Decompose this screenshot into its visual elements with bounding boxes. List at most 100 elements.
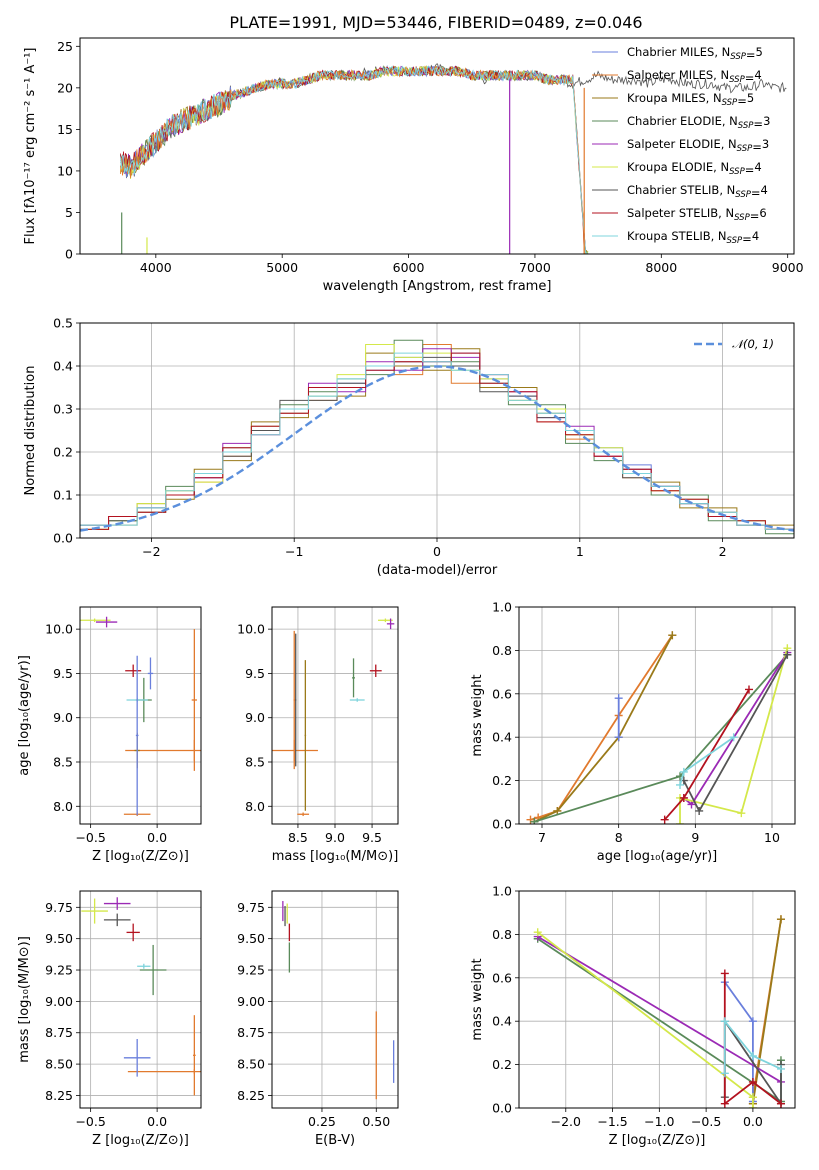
weight-marker — [676, 780, 684, 789]
legend-label: Kroupa ELODIE, NSSP=4 — [627, 160, 762, 177]
legend-nssp-value: 3 — [763, 114, 770, 128]
legend-model-name: Kroupa STELIB — [627, 229, 711, 243]
y-tick-label: 0.4 — [492, 1014, 512, 1029]
weight-marker — [695, 806, 704, 815]
spectrum-line-salpeter-stelib — [120, 65, 588, 254]
legend-model-name: Chabrier ELODIE — [627, 114, 722, 128]
legend-nssp-sub: SSP — [735, 190, 751, 200]
y-axis-label: Flux [fλ10⁻¹⁷ erg cm⁻² s⁻¹ A⁻¹] — [23, 48, 38, 245]
errorbar-point — [135, 655, 139, 816]
weight-vs-age-panel: 7 8 9 10 0.0 0.2 0.4 0.6 0.8 1.0 age [log₁₀(age/yr… — [470, 600, 796, 864]
x-tick-label: 2 — [719, 544, 727, 559]
legend-nssp-value: 4 — [761, 183, 768, 197]
x-tick-label: 1 — [576, 544, 584, 559]
y-tick-label: 9.50 — [237, 931, 265, 946]
legend-nssp-sub: SSP — [722, 98, 738, 108]
x-tick-label: 9 — [691, 830, 699, 845]
y-tick-label: 0.8 — [492, 927, 512, 942]
weight-marker — [783, 650, 792, 659]
y-axis-label: mass weight — [470, 958, 485, 1040]
y-tick-label: 9.75 — [237, 900, 265, 915]
axes-frame — [518, 890, 796, 1109]
weight-marker — [720, 1069, 729, 1078]
legend-model-name: Chabrier MILES — [627, 45, 714, 59]
y-tick-label: 0 — [65, 247, 73, 262]
y-tick-label: 0.4 — [492, 730, 512, 745]
spectrum-panel: 4000 5000 6000 7000 8000 9000 0 5 10 15 20 25 wavele… — [23, 37, 804, 294]
weight-marker — [776, 915, 785, 924]
y-tick-label: 9.0 — [245, 710, 265, 725]
weight-line-kroupa-miles — [752, 919, 782, 1104]
weight-marker — [776, 1099, 785, 1108]
legend-nssp-sub: SSP — [737, 144, 753, 154]
x-tick-label: 10 — [764, 830, 780, 845]
errorbar-point — [304, 660, 307, 811]
y-tick-label: 20 — [57, 80, 73, 95]
weight-marker — [737, 809, 746, 818]
weight-marker — [720, 1017, 729, 1026]
axes-frame — [79, 606, 202, 825]
errorbar-point — [386, 618, 395, 630]
age-vs-z-points — [80, 616, 201, 817]
y-tick-label: 1.0 — [492, 600, 512, 615]
y-tick-label: 9.25 — [45, 963, 73, 978]
weight-line-kroupa-elodie — [679, 647, 789, 824]
legend-gaussian-label: 𝒩(0, 1) — [732, 337, 774, 351]
y-tick-label: 0.8 — [492, 643, 512, 658]
legend-label: Salpeter STELIB, NSSP=6 — [627, 206, 767, 223]
legend-label: Chabrier ELODIE, NSSP=3 — [627, 114, 770, 131]
legend-model-name: Chabrier STELIB — [627, 183, 719, 197]
y-tick-label: 9.0 — [53, 710, 73, 725]
spectrum-line-chabrier-elodie — [120, 65, 589, 254]
x-tick-label: 5000 — [266, 260, 298, 275]
weight-marker — [679, 793, 688, 802]
x-axis-label: (data-model)/error — [377, 563, 498, 578]
legend-nssp-value: 4 — [754, 68, 761, 82]
legend-model-name: Salpeter ELODIE — [627, 137, 721, 151]
mass-vs-z-points — [81, 897, 201, 1096]
y-tick-label: 5 — [65, 205, 73, 220]
x-tick-label: 0.0 — [743, 1114, 763, 1129]
legend-model-name: Kroupa MILES — [627, 91, 706, 105]
legend-label: Kroupa STELIB, NSSP=4 — [627, 229, 759, 246]
legend-eq: = — [742, 232, 752, 246]
y-tick-label: 0.2 — [53, 445, 73, 460]
axes-frame — [518, 606, 796, 825]
legend-nssp: , N — [714, 45, 730, 59]
y-tick-label: 0.4 — [53, 359, 73, 374]
legend-nssp: , N — [722, 114, 738, 128]
y-tick-label: 9.00 — [45, 994, 73, 1009]
errorbar-point — [147, 657, 154, 690]
y-tick-label: 0.2 — [492, 773, 512, 788]
y-axis-label: Normed distribution — [23, 366, 38, 496]
y-tick-label: 8.25 — [237, 1088, 265, 1103]
weight-marker — [729, 733, 738, 742]
x-tick-label: −0.5 — [75, 1114, 105, 1129]
legend-nssp-value: 6 — [759, 206, 766, 220]
y-axis-label: mass [log₁₀(M/M⊙)] — [17, 936, 32, 1063]
x-tick-label: 9.0 — [325, 830, 345, 845]
legend-nssp-sub: SSP — [727, 236, 743, 246]
legend-nssp-sub: SSP — [734, 213, 750, 223]
axes-frame — [271, 890, 399, 1109]
weight-marker — [553, 806, 562, 815]
gaussian-curve — [80, 365, 794, 532]
y-tick-label: 9.75 — [45, 900, 73, 915]
legend-nssp: , N — [719, 183, 735, 197]
x-axis-label: Z [log₁₀(Z/Z⊙)] — [92, 849, 189, 864]
y-axis-label: mass weight — [470, 674, 485, 756]
x-tick-label: 9000 — [772, 260, 804, 275]
errorbar-point — [81, 898, 108, 924]
errorbar-point — [80, 618, 111, 623]
x-tick-label: −1.5 — [597, 1114, 627, 1129]
y-tick-label: 9.25 — [237, 963, 265, 978]
y-tick-label: 9.50 — [45, 931, 73, 946]
weight-line-chabrier-elodie — [534, 654, 788, 823]
x-tick-label: −1 — [285, 544, 303, 559]
x-tick-label: 4000 — [140, 260, 172, 275]
weight-marker — [687, 800, 696, 809]
x-axis-label: E(B-V) — [315, 1133, 355, 1148]
weight-marker — [660, 815, 669, 824]
